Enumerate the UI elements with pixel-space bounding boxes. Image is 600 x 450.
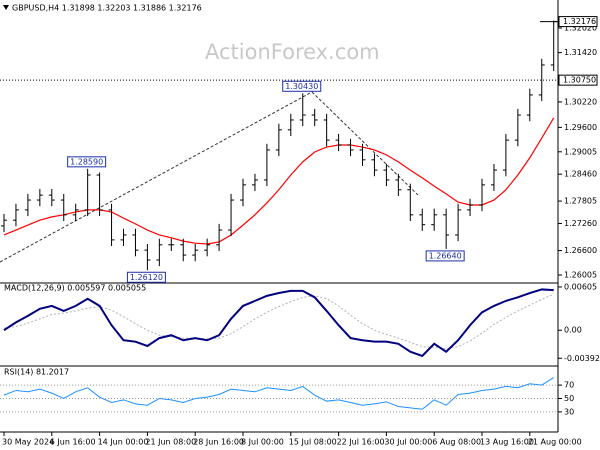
last-price-label: 1.32176	[563, 17, 596, 26]
x-tick-label: 6 Aug 08:00	[432, 438, 481, 447]
y-tick-label: 30	[564, 407, 574, 416]
level-label: 1.30750	[563, 76, 596, 85]
y-tick-label: 1.26600	[564, 246, 597, 255]
x-tick-label: 6 Jun 16:00	[50, 438, 96, 447]
annotation-box	[67, 156, 107, 168]
moving-average	[3, 117, 555, 245]
x-tick-label: 30 May 2024	[2, 438, 54, 447]
annotation-label: 1.26120	[130, 273, 163, 282]
annotation-label: 1.30430	[285, 82, 318, 91]
y-tick-label: 1.28460	[564, 170, 597, 179]
series-line	[3, 293, 554, 350]
macd-title: MACD(12,26,9) 0.005597 0.005055	[4, 284, 146, 293]
y-tick-label: 0.00605	[564, 282, 597, 291]
y-tick-label: 1.29600	[564, 123, 597, 132]
x-tick-label: 28 Jun 16:00	[193, 438, 244, 447]
x-tick-label: 30 Jul 00:00	[384, 438, 432, 447]
x-tick-label: 21 Jun 08:00	[145, 438, 196, 447]
y-tick-label: 1.32020	[564, 23, 597, 32]
x-tick-label: 22 Jul 16:00	[337, 438, 385, 447]
rsi-title: RSI(14) 81.2017	[4, 368, 69, 377]
chart-title: GBPUSD,H4 1.31898 1.32203 1.31886 1.3217…	[12, 4, 202, 13]
trend-line	[0, 91, 313, 263]
annotation-label: 1.28590	[70, 157, 103, 166]
y-tick-label: 1.27805	[564, 197, 597, 206]
annotation-box	[425, 250, 465, 262]
y-tick-label: 1.31420	[564, 48, 597, 57]
y-tick-label: 1.26005	[564, 270, 597, 279]
x-tick-label: 21 Aug 00:00	[528, 438, 582, 447]
y-tick-label: -0.00392	[564, 354, 600, 363]
x-tick-label: 13 Aug 16:00	[480, 438, 534, 447]
y-tick-label: 0.00	[564, 326, 582, 335]
level-box	[558, 74, 598, 86]
series-line	[3, 288, 554, 358]
annotation-box	[126, 271, 166, 283]
annotation-label: 1.26640	[429, 251, 462, 260]
watermark: ActionForex.com	[205, 40, 380, 64]
series-line	[3, 377, 554, 410]
x-tick-label: 14 Jun 00:00	[98, 438, 149, 447]
last-price-box	[558, 16, 598, 28]
x-tick-label: 8 Jul 00:00	[241, 438, 284, 447]
symbol-icon	[3, 5, 9, 10]
annotation-box	[282, 80, 322, 92]
y-tick-label: 1.30220	[564, 97, 597, 106]
y-tick-label: 1.27260	[564, 219, 597, 228]
x-tick-label: 15 Jul 08:00	[289, 438, 337, 447]
y-tick-label: 70	[564, 381, 574, 390]
y-tick-label: 50	[564, 394, 574, 403]
y-tick-label: 1.29005	[564, 147, 597, 156]
